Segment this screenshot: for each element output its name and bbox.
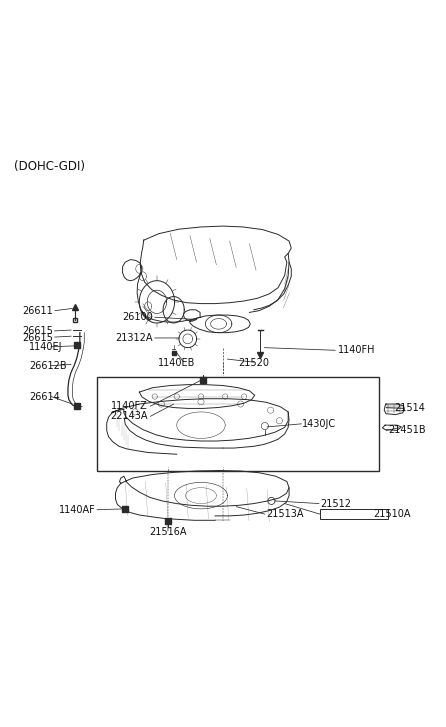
Bar [98,377,380,471]
Text: 21510A: 21510A [373,509,410,519]
Text: 26100: 26100 [122,313,153,322]
Text: 21312A: 21312A [115,333,153,343]
Text: 26614: 26614 [29,392,60,401]
Bar [320,509,388,518]
Text: 1140EB: 1140EB [158,358,195,369]
Text: 1140AF: 1140AF [58,505,95,515]
Text: 21516A: 21516A [149,527,187,537]
Text: 1140EJ: 1140EJ [29,342,63,352]
Text: 21451B: 21451B [388,425,425,435]
Text: 1140FZ: 1140FZ [112,401,148,411]
Text: 26615: 26615 [23,332,54,342]
Text: 1430JC: 1430JC [302,419,336,429]
Text: 26615: 26615 [23,326,54,336]
Text: 21513A: 21513A [266,509,303,519]
Text: 21520: 21520 [238,358,269,369]
Text: 21512: 21512 [320,499,351,509]
Text: 1140FH: 1140FH [338,345,375,356]
Text: (DOHC-GDI): (DOHC-GDI) [14,160,85,173]
Text: 26612B: 26612B [29,361,67,371]
Text: 22143A: 22143A [111,411,148,422]
Text: 21514: 21514 [395,403,425,412]
Text: 26611: 26611 [23,305,54,316]
